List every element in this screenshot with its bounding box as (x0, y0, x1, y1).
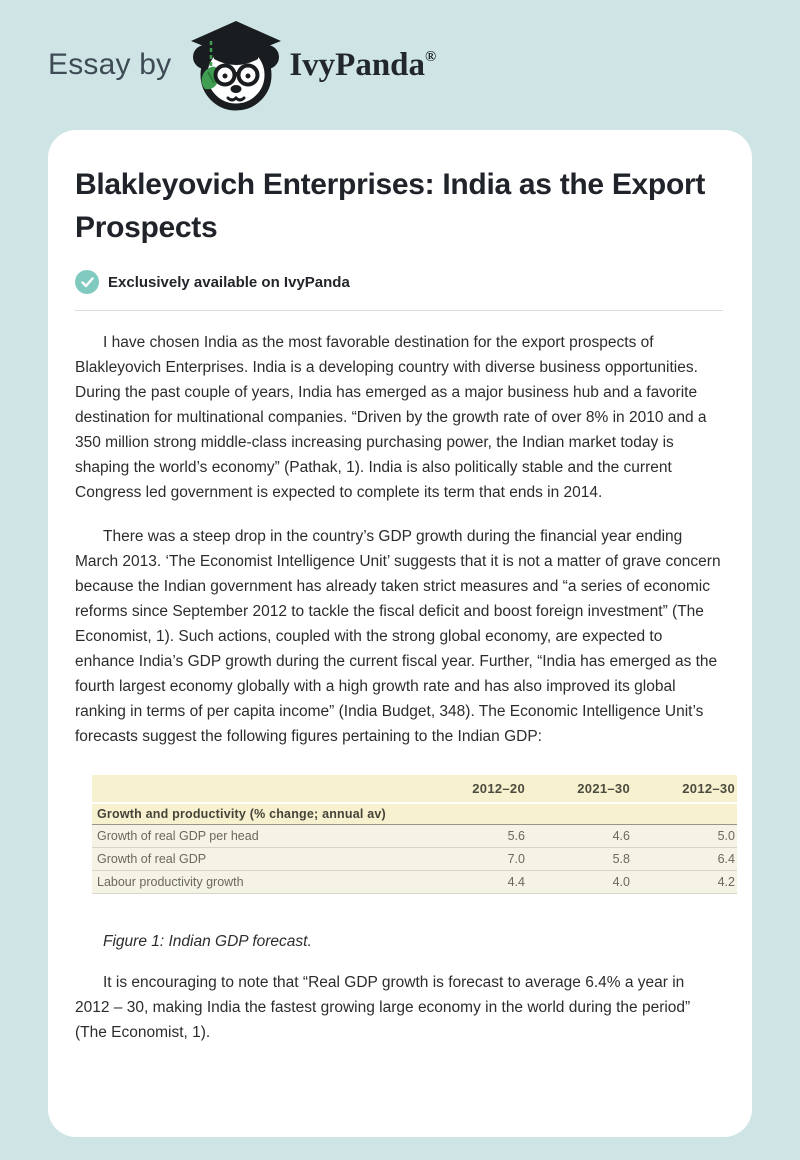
table-corner-cell (92, 775, 422, 802)
row-value: 5.6 (422, 825, 527, 848)
table-year-header-row: 2012–20 2021–30 2012–30 (92, 775, 737, 802)
table-section-row: Growth and productivity (% change; annua… (92, 802, 737, 825)
row-label: Growth of real GDP per head (92, 825, 422, 848)
panda-graduate-icon[interactable] (181, 19, 285, 111)
col-header-2012-30: 2012–30 (632, 775, 737, 802)
page-title: Blakleyovich Enterprises: India as the E… (75, 168, 706, 244)
gdp-forecast-table: 2012–20 2021–30 2012–30 Growth and produ… (92, 775, 737, 894)
col-header-2021-30: 2021–30 (527, 775, 632, 802)
paragraph-3: It is encouraging to note that “Real GDP… (75, 974, 691, 1041)
table-row: Labour productivity growth 4.4 4.0 4.2 (92, 871, 737, 894)
table-row: Growth of real GDP 7.0 5.8 6.4 (92, 848, 737, 871)
table-section-header: Growth and productivity (% change; annua… (92, 802, 737, 825)
row-value: 4.2 (632, 871, 737, 894)
registered-mark: ® (425, 48, 437, 65)
row-value: 4.6 (527, 825, 632, 848)
figure-caption: Figure 1: Indian GDP forecast. (103, 933, 312, 950)
exclusivity-badge: Exclusively available on IvyPanda (75, 270, 724, 294)
row-value: 4.4 (422, 871, 527, 894)
site-header: Essay by IvyPanda® (0, 0, 800, 130)
essay-by-label: Essay by (48, 48, 172, 81)
check-icon (75, 270, 99, 294)
row-value: 5.0 (632, 825, 737, 848)
row-label: Growth of real GDP (92, 848, 422, 871)
essay-card: Blakleyovich Enterprises: India as the E… (48, 130, 752, 1137)
table-row: Growth of real GDP per head 5.6 4.6 5.0 (92, 825, 737, 848)
badge-label: Exclusively available on IvyPanda (108, 273, 350, 291)
row-value: 7.0 (422, 848, 527, 871)
row-label: Labour productivity growth (92, 871, 422, 894)
row-value: 4.0 (527, 871, 632, 894)
col-header-2012-20: 2012–20 (422, 775, 527, 802)
brand-name: IvyPanda (289, 46, 426, 83)
row-value: 6.4 (632, 848, 737, 871)
paragraph-2: There was a steep drop in the country’s … (75, 528, 721, 745)
paragraph-1: I have chosen India as the most favorabl… (75, 334, 707, 501)
brand-link[interactable]: IvyPanda® (289, 47, 436, 84)
row-value: 5.8 (527, 848, 632, 871)
divider (75, 310, 723, 311)
